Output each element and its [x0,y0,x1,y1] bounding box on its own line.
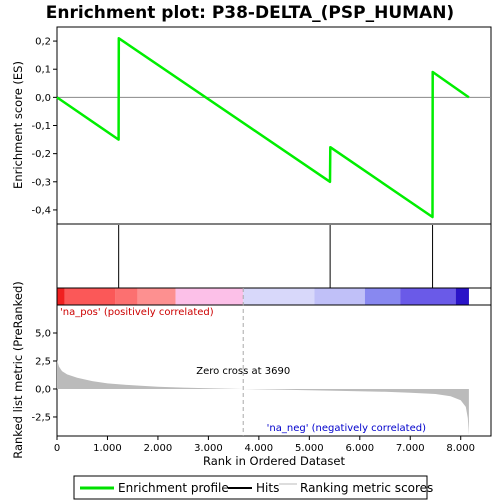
color-bar-segment [400,288,456,305]
x-tick-label: 8.000 [446,443,475,454]
color-bar-segment [364,288,401,305]
x-tick-label: 7.000 [396,443,425,454]
es-y-tick-label: -0,2 [31,149,51,160]
es-y-ticks: 0,2 0,1 0,0 -0,1 -0,2 -0,3 -0,4 [31,37,57,216]
hits-panel [56,223,492,289]
es-y-tick-label: -0,4 [31,205,51,216]
rank-panel-frame [56,304,492,437]
legend-label-enrichment-profile: Enrichment profile [118,481,229,495]
rank-metric-panel: 5,0 2,5 0,0 -2,5 'na_pos' (positively corre… [31,288,492,437]
negative-correlation-label: 'na_neg' (negatively correlated) [267,423,426,434]
enrichment-profile-line [56,37,470,219]
color-bar-segment [314,288,365,305]
es-y-tick-label: 0,2 [35,37,51,48]
positive-correlation-label: 'na_pos' (positively correlated) [60,307,214,318]
chart-title: Enrichment plot: P38-DELTA_(PSP_HUMAN) [46,3,454,23]
x-tick-label: 5.000 [295,443,324,454]
color-bar-segment [455,288,469,305]
rank-y-ticks: 5,0 2,5 0,0 -2,5 [31,328,57,423]
legend-label-ranking-metric: Ranking metric scores [300,481,433,495]
color-bar-segment [57,288,65,305]
es-y-tick-label: 0,0 [35,93,51,104]
color-bar-segment [137,288,176,305]
es-y-tick-label: 0,1 [35,65,51,76]
x-axis-label: Rank in Ordered Dataset [203,454,346,468]
x-axis-ticks: 0 1.000 2.000 3.000 4.000 5.000 6.000 7.000 8.00… [54,436,475,454]
color-bar-segment [115,288,138,305]
x-tick-label: 3.000 [194,443,223,454]
color-bar-segment [64,288,116,305]
hit-lines [118,225,434,288]
color-bar-segment [243,288,315,305]
es-panel: 0,2 0,1 0,0 -0,1 -0,2 -0,3 -0,4 [31,26,492,225]
ranking-color-bar [57,288,469,305]
rank-y-tick-label: -2,5 [31,412,51,423]
zero-cross-label: Zero cross at 3690 [196,366,290,377]
es-y-axis-label: Enrichment score (ES) [11,61,25,189]
x-tick-label: 1.000 [93,443,122,454]
es-panel-frame [56,26,492,225]
color-bar-segment [175,288,244,305]
rank-y-tick-label: 5,0 [35,328,51,339]
color-bar-panel [56,287,492,306]
x-tick-label: 0 [54,443,60,454]
x-tick-label: 4.000 [245,443,274,454]
rank-y-tick-label: 0,0 [35,384,51,395]
es-y-tick-label: -0,1 [31,121,51,132]
rank-y-tick-label: 2,5 [35,356,51,367]
legend-label-hits: Hits [256,481,279,495]
x-tick-label: 6.000 [345,443,374,454]
rank-y-axis-label: Ranked list metric (PreRanked) [11,281,25,459]
es-y-tick-label: -0,3 [31,177,51,188]
hits-panel-frame [56,223,492,289]
legend: Enrichment profile Hits Ranking metric s… [73,475,433,500]
x-tick-label: 2.000 [144,443,173,454]
